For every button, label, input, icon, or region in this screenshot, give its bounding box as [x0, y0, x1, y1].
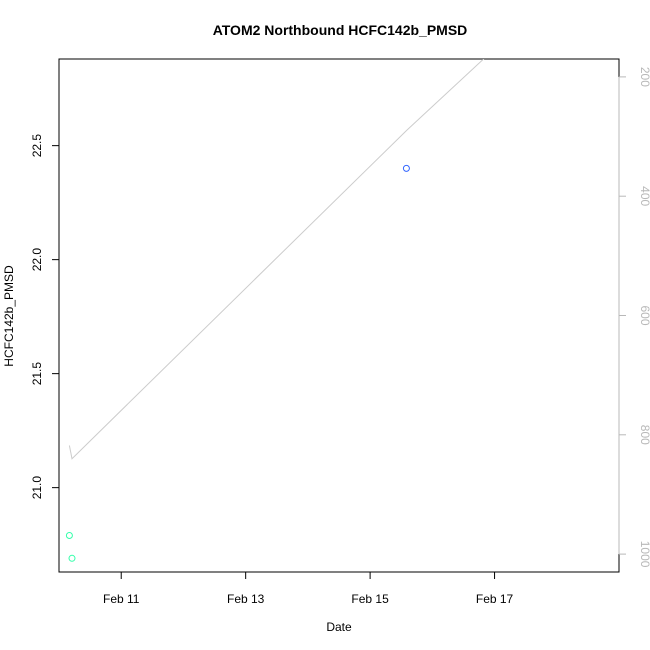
x-tick-label: Feb 13	[227, 592, 265, 606]
x-tick-label: Feb 17	[476, 592, 514, 606]
y2-tick-label: 1000	[638, 541, 650, 568]
y-tick-label: 22.0	[30, 248, 44, 272]
x-tick-label: Feb 15	[351, 592, 389, 606]
chart-title: ATOM2 Northbound HCFC142b_PMSD	[213, 22, 468, 38]
x-axis: Feb 11 Feb 13 Feb 15 Feb 17	[103, 571, 514, 606]
altitude-line	[68, 59, 485, 460]
y2-axis-altitude: 200 400 600 800 1000	[618, 67, 650, 568]
plot-frame	[58, 58, 620, 573]
y2-tick-label: 400	[638, 186, 650, 206]
x-axis-label: Date	[326, 620, 352, 634]
data-point	[65, 532, 73, 539]
data-point	[582, 49, 588, 55]
y-tick-label: 21.5	[30, 362, 44, 386]
y2-tick-label: 800	[638, 425, 650, 445]
data-point	[402, 164, 410, 172]
y-axis-label: HCFC142b_PMSD	[2, 265, 16, 367]
y2-tick-label: 200	[638, 67, 650, 87]
y2-tick-label: 600	[638, 305, 650, 325]
x-tick-label: Feb 11	[103, 592, 140, 606]
y-axis: 21.0 21.5 22.0 22.5	[30, 134, 60, 500]
data-point	[68, 554, 76, 562]
y-tick-label: 22.5	[30, 134, 44, 158]
y-tick-label: 21.0	[30, 476, 44, 500]
marks-layer	[65, 49, 588, 562]
